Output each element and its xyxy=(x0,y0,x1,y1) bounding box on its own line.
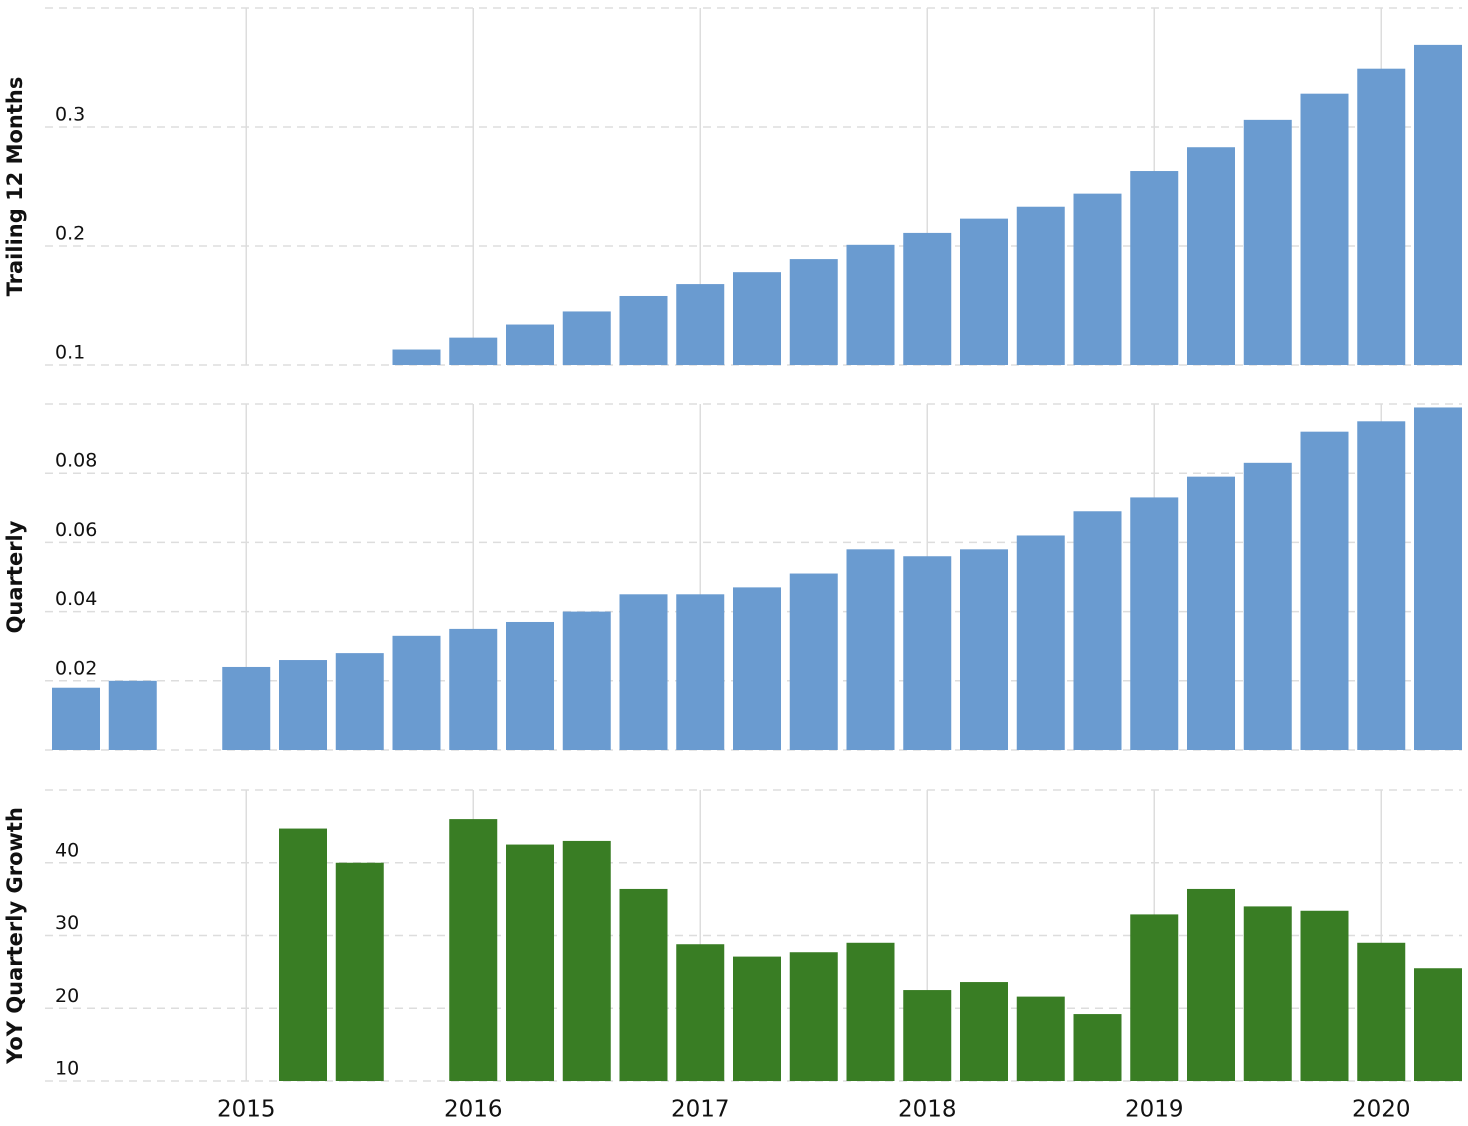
bar xyxy=(1073,511,1122,750)
bar xyxy=(1187,888,1235,1081)
bar xyxy=(1016,535,1065,750)
bar xyxy=(1243,462,1292,750)
bar xyxy=(903,990,952,1081)
bar xyxy=(279,660,327,750)
bar xyxy=(506,844,554,1081)
bar xyxy=(1130,171,1179,365)
y-tick-label: 0.3 xyxy=(55,104,85,126)
bar xyxy=(676,284,725,365)
bar xyxy=(1357,942,1406,1081)
bar xyxy=(846,942,895,1081)
bar xyxy=(676,594,725,750)
bar xyxy=(562,611,611,750)
y-axis-title: Quarterly xyxy=(3,520,27,633)
bar xyxy=(1130,497,1179,750)
bar xyxy=(392,349,441,365)
bar xyxy=(506,621,554,750)
bar xyxy=(1243,906,1292,1081)
bar xyxy=(562,840,611,1081)
bar xyxy=(449,628,498,750)
bar xyxy=(1414,407,1462,750)
bar xyxy=(1357,68,1406,365)
bar xyxy=(1187,147,1235,365)
y-tick-label: 0.1 xyxy=(55,342,85,364)
bar xyxy=(676,944,725,1081)
y-tick-label: 10 xyxy=(55,1058,79,1080)
bar xyxy=(789,259,838,365)
bar xyxy=(903,556,952,750)
bar xyxy=(733,956,781,1081)
y-axis-title: YoY Quarterly Growth xyxy=(3,807,27,1065)
bar xyxy=(733,587,781,750)
bar xyxy=(1073,193,1122,365)
bar xyxy=(733,272,781,365)
bar xyxy=(789,952,838,1081)
bar xyxy=(1357,421,1406,750)
bar xyxy=(562,311,611,365)
bar xyxy=(1016,206,1065,365)
bar xyxy=(1073,1014,1122,1081)
bar xyxy=(449,337,498,365)
bar xyxy=(108,680,157,750)
x-tick-label: 2019 xyxy=(1125,1097,1184,1123)
y-axis-title: Trailing 12 Months xyxy=(3,77,27,297)
y-tick-label: 0.04 xyxy=(55,588,97,610)
bar xyxy=(449,819,498,1081)
bar xyxy=(619,594,668,750)
bar xyxy=(960,982,1008,1081)
y-tick-label: 0.06 xyxy=(55,519,97,541)
bar xyxy=(279,828,327,1081)
y-tick-label: 0.02 xyxy=(55,657,97,679)
y-tick-label: 40 xyxy=(55,839,79,861)
bar xyxy=(1414,968,1462,1081)
bar xyxy=(335,862,384,1081)
bar xyxy=(619,888,668,1081)
x-tick-label: 2016 xyxy=(444,1097,503,1123)
bar xyxy=(1016,996,1065,1081)
x-tick-label: 2015 xyxy=(217,1097,276,1123)
bar xyxy=(903,232,952,365)
bar xyxy=(52,687,100,750)
y-tick-label: 0.2 xyxy=(55,223,85,245)
bar xyxy=(506,324,554,365)
bar xyxy=(1130,914,1179,1081)
y-tick-label: 0.08 xyxy=(55,450,97,472)
bar xyxy=(960,549,1008,750)
bar xyxy=(335,653,384,750)
x-tick-label: 2017 xyxy=(671,1097,730,1123)
x-tick-label: 2018 xyxy=(898,1097,957,1123)
bar xyxy=(960,218,1008,365)
y-tick-label: 30 xyxy=(55,912,79,934)
bar xyxy=(846,244,895,365)
bar xyxy=(1300,431,1349,750)
bar xyxy=(1414,44,1462,365)
bar xyxy=(619,295,668,365)
bar xyxy=(222,666,271,750)
bar xyxy=(846,549,895,750)
bar xyxy=(1243,119,1292,365)
x-tick-label: 2020 xyxy=(1352,1097,1411,1123)
bar xyxy=(392,635,441,750)
bar xyxy=(1300,910,1349,1081)
bar xyxy=(789,573,838,750)
bar xyxy=(1300,93,1349,366)
y-tick-label: 20 xyxy=(55,985,79,1007)
bar xyxy=(1187,476,1235,750)
